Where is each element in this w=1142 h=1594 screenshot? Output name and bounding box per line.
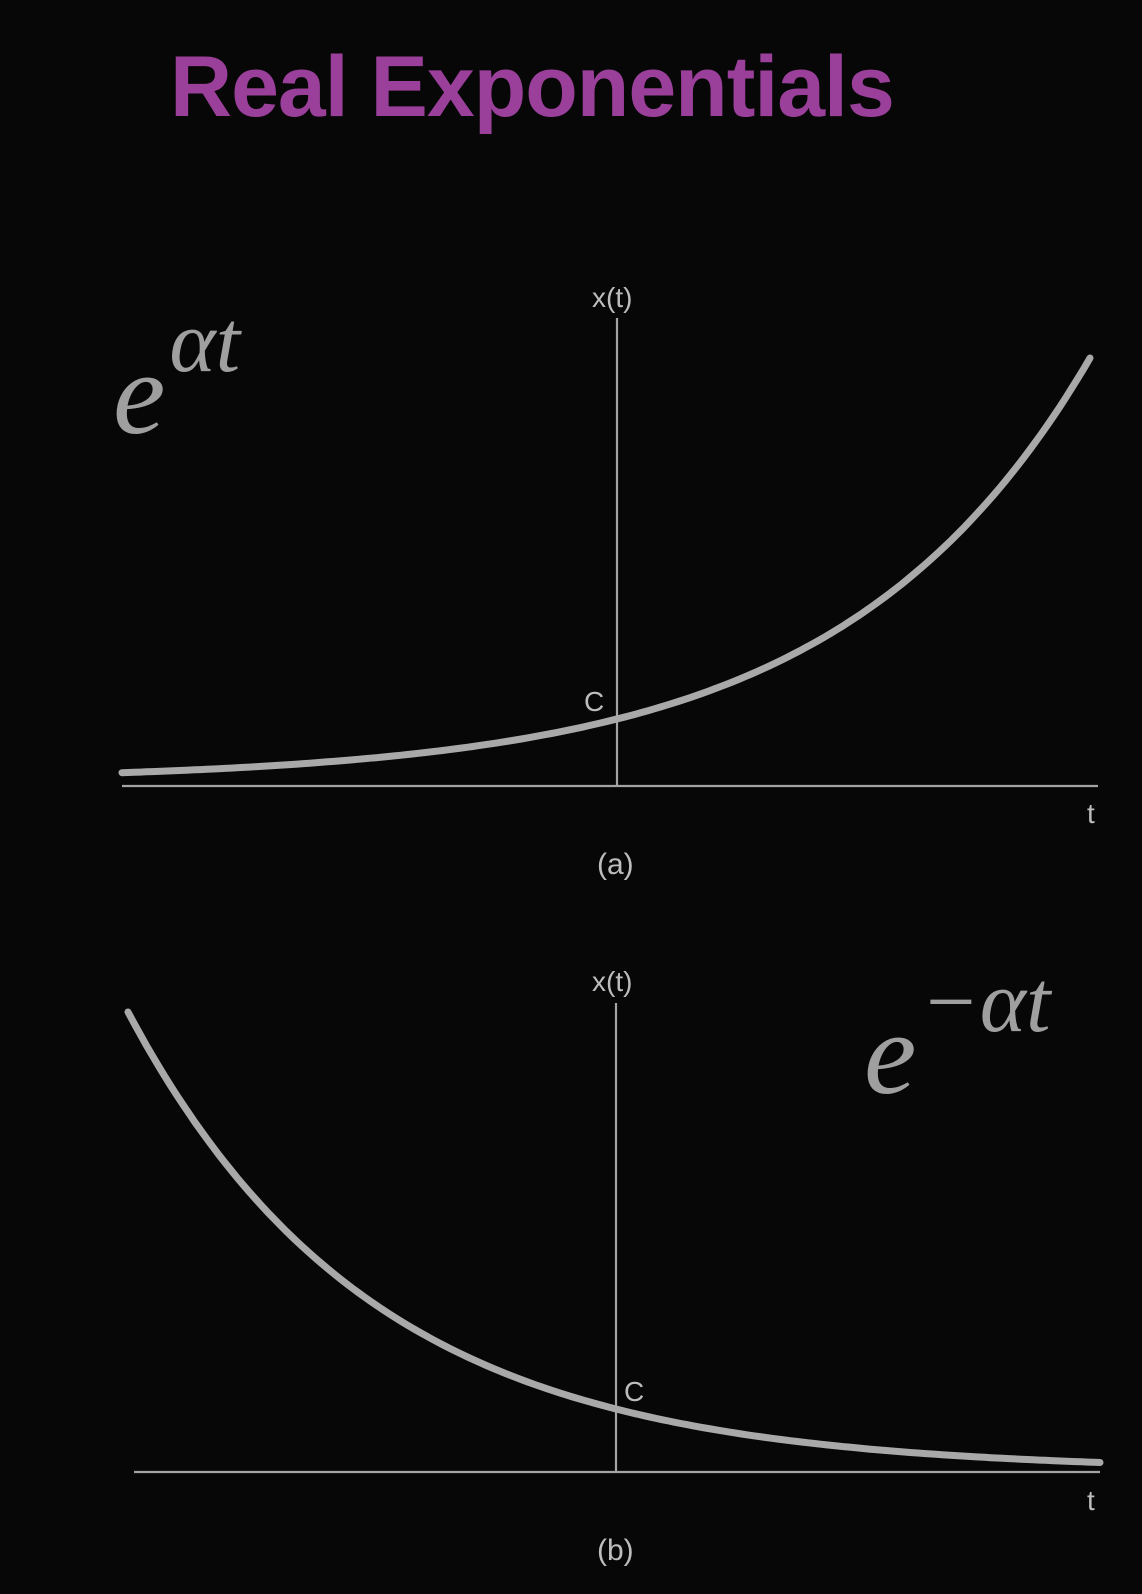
plot-a-y-axis-label: x(t) — [592, 282, 633, 313]
plot-b-y-axis-label: x(t) — [592, 966, 633, 997]
plot-a-caption: (a) — [597, 848, 634, 881]
plot-a-curve — [118, 354, 1094, 777]
formula-base: e — [113, 328, 166, 459]
plot-a-x-axis-label: t — [1087, 798, 1095, 829]
formula-decay: e−αt — [864, 959, 1050, 1113]
formula-growth: eαt — [113, 299, 240, 453]
plot-b — [124, 1003, 1104, 1474]
plot-a-intercept-label: C — [584, 686, 605, 717]
plot-a — [118, 318, 1098, 788]
plot-b-intercept-label: C — [624, 1376, 645, 1407]
plot-b-x-axis-label: t — [1087, 1485, 1095, 1516]
plot-b-curve — [124, 1008, 1104, 1466]
formula-exponent: −αt — [920, 954, 1051, 1051]
plot-b-caption: (b) — [597, 1534, 634, 1567]
formula-exponent: αt — [169, 294, 241, 391]
formula-base: e — [864, 988, 917, 1119]
page-title: Real Exponentials — [170, 39, 895, 135]
